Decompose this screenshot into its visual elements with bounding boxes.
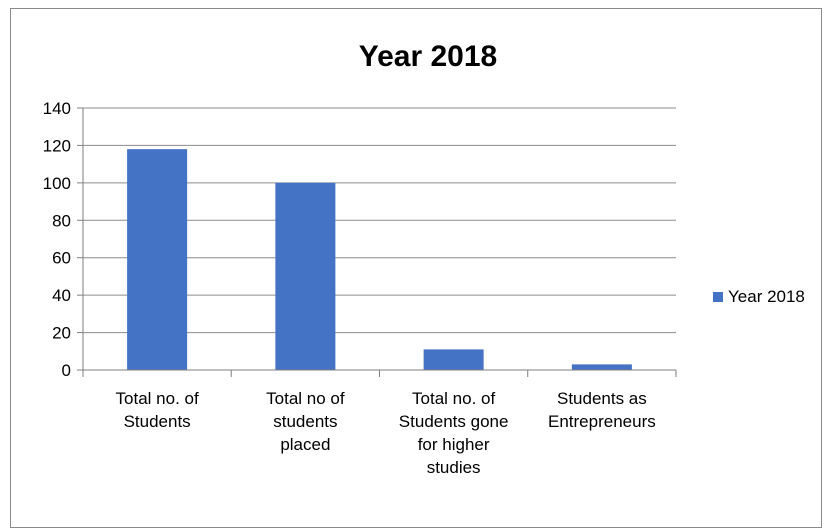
y-tick-label: 120	[43, 136, 71, 155]
y-tick-label: 0	[62, 361, 71, 380]
bar	[275, 182, 336, 370]
y-axis-ticks: 0 20 40 60 80 100 120 140	[43, 99, 71, 380]
chart-title: Year 2018	[359, 40, 497, 73]
x-category-label: Students as Entrepreneurs	[548, 389, 656, 431]
axes	[77, 107, 677, 377]
legend: Year 2018	[713, 287, 805, 306]
legend-swatch	[713, 292, 723, 302]
y-tick-label: 100	[43, 174, 71, 193]
x-category-label: Total no. of Students gone for higher studi…	[399, 389, 509, 477]
x-axis-labels: Total no. of Students Total no of students p…	[116, 389, 656, 477]
bar	[571, 364, 632, 370]
bars	[127, 149, 632, 370]
y-tick-label: 40	[52, 286, 71, 305]
bar-chart: Year 2018 0 20 40 60 80 100 120 140 Total no. o…	[43, 40, 805, 477]
y-tick-label: 80	[52, 211, 71, 230]
x-category-label: Total no of students placed	[266, 389, 345, 454]
bar	[127, 149, 188, 370]
y-tick-label: 20	[52, 324, 71, 343]
legend-label: Year 2018	[728, 287, 805, 306]
x-category-label: Total no. of Students	[116, 389, 199, 431]
y-tick-label: 60	[52, 249, 71, 268]
y-tick-label: 140	[43, 99, 71, 118]
bar	[423, 349, 484, 370]
